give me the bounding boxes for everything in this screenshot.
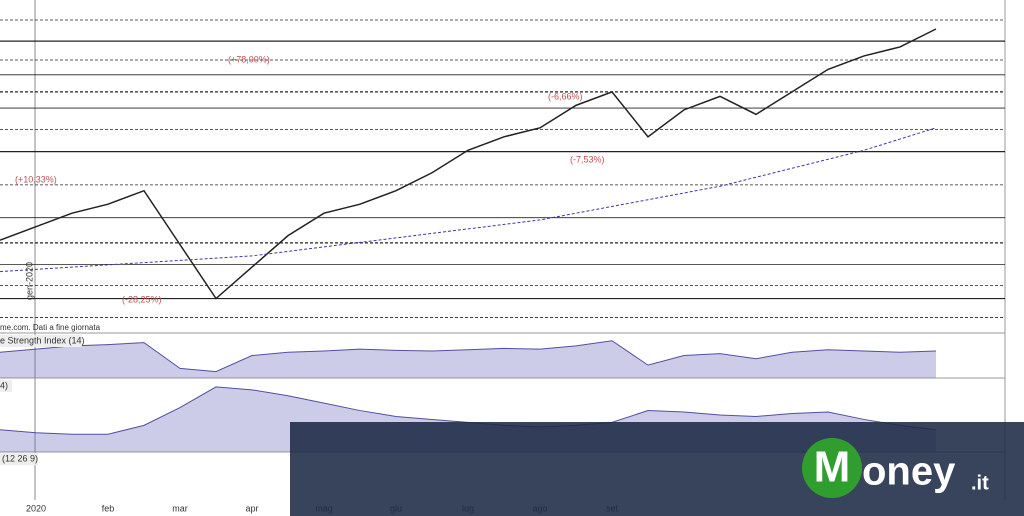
annotation: (-7,53%) — [570, 154, 605, 164]
pane-label-bg — [0, 335, 82, 347]
source-note: me.com. Dati a fine giornata — [0, 323, 101, 332]
pane-label: 4) — [0, 380, 8, 390]
logo-suffix: .it — [971, 472, 989, 494]
annotation: (+10,33%) — [15, 174, 57, 184]
annotation: (-6,66%) — [548, 91, 583, 101]
x-tick-label: feb — [102, 503, 115, 513]
annotation: (+78,00%) — [228, 54, 270, 64]
pane-label-bg — [0, 380, 12, 392]
indicator-line — [0, 340, 937, 373]
price-line — [0, 28, 937, 300]
x-tick-label: mar — [172, 503, 188, 513]
indicator-area — [0, 340, 936, 378]
x-tick-label: apr — [245, 503, 258, 513]
logo-circle — [802, 438, 862, 498]
date-label: gen-2020 — [24, 262, 34, 300]
logo-initial: M — [814, 443, 851, 492]
logo-text: oney — [862, 450, 956, 494]
price-line — [0, 127, 937, 273]
annotation: (-28,25%) — [122, 294, 162, 304]
x-tick-label: 2020 — [26, 503, 46, 513]
pane-label: e Strength Index (14) — [0, 335, 85, 345]
banner — [290, 422, 1024, 516]
pane-label-bg — [0, 453, 38, 465]
pane-label: (12 26 9) — [2, 453, 38, 463]
